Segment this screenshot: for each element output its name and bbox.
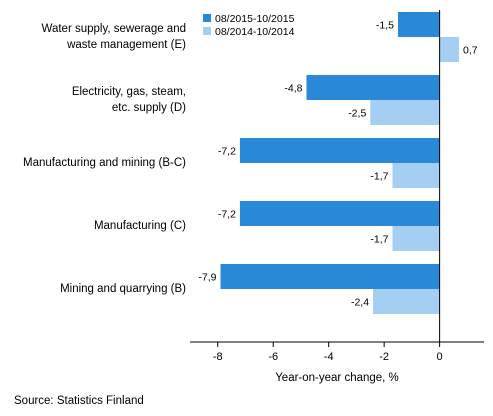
data-label: -7,9 xyxy=(198,272,216,284)
x-tick-label: -8 xyxy=(213,351,223,363)
bar-series-2015 xyxy=(239,201,440,226)
bar-series-2015 xyxy=(239,138,440,163)
x-axis-title: Year-on-year change, % xyxy=(275,372,399,384)
data-label: -1,7 xyxy=(370,171,388,183)
x-tick-label: -4 xyxy=(324,351,334,363)
category-label: Mining and quarrying (B) xyxy=(60,283,186,295)
category-label: Manufacturing (C) xyxy=(94,220,186,232)
x-tick-label: 0 xyxy=(437,351,443,363)
bars-layer: -1,5 0,7 -4,8 -2,5 -7,2 -1,7 -7,2 -1,7 -7,9 -2,4 xyxy=(198,12,478,314)
bar-series-2014 xyxy=(392,226,440,251)
x-tick-label: -6 xyxy=(268,351,278,363)
source-note: Source: Statistics Finland xyxy=(14,395,144,407)
category-label: Electricity, gas, steam, xyxy=(72,86,186,98)
bar-series-2014 xyxy=(439,37,460,62)
legend-swatch xyxy=(203,14,211,22)
category-labels: Water supply, sewerage and waste manageme… xyxy=(23,23,186,295)
data-label: -1,7 xyxy=(370,234,388,246)
bar-series-2015 xyxy=(398,12,440,37)
data-label: -7,2 xyxy=(218,146,236,158)
x-tick-label: -2 xyxy=(379,351,389,363)
data-label: -2,5 xyxy=(348,108,366,120)
bar-series-2015 xyxy=(306,75,440,100)
category-label: Water supply, sewerage and xyxy=(42,23,186,35)
category-label: etc. supply (D) xyxy=(112,102,186,114)
data-label: -2,4 xyxy=(351,297,369,309)
bar-series-2014 xyxy=(373,289,440,314)
category-label: waste management (E) xyxy=(66,39,186,51)
bar-series-2014 xyxy=(392,163,440,188)
bar-series-2014 xyxy=(370,100,440,125)
bar-series-2015 xyxy=(220,264,440,289)
legend-label: 08/2015-10/2015 xyxy=(215,13,295,25)
category-label: Manufacturing and mining (B-C) xyxy=(23,157,186,169)
legend-label: 08/2014-10/2014 xyxy=(215,26,295,38)
data-label: 0,7 xyxy=(463,45,478,57)
legend-swatch xyxy=(203,27,211,35)
data-label: -7,2 xyxy=(218,209,236,221)
data-label: -4,8 xyxy=(284,83,302,95)
x-axis: -8 -6 -4 -2 0 xyxy=(190,10,484,363)
data-label: -1,5 xyxy=(376,20,394,32)
